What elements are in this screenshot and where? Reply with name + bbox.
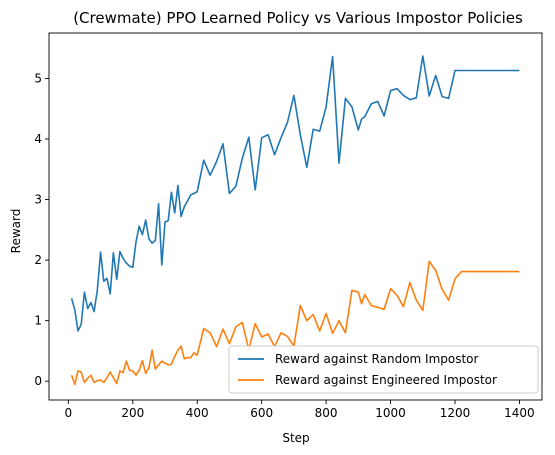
legend-label: Reward against Random Impostor <box>275 352 479 366</box>
x-tick-label: 1200 <box>440 406 471 420</box>
axes-frame <box>48 32 543 401</box>
x-tick-label: 0 <box>65 406 73 420</box>
x-tick-label: 1400 <box>504 406 535 420</box>
x-tick-label: 800 <box>315 406 338 420</box>
plot-area: 0 200 400 600 800 1000 1200 1400 0 1 2 3 4 5 <box>34 32 543 420</box>
legend: Reward against Random Impostor Reward aga… <box>228 345 539 394</box>
series-line-2 <box>70 260 520 386</box>
x-tick-label: 200 <box>121 406 144 420</box>
y-tick-label: 2 <box>34 253 42 267</box>
x-axis-label: Step <box>282 431 309 445</box>
legend-box <box>228 345 539 394</box>
x-tick-label: 1000 <box>375 406 406 420</box>
x-tick-label: 400 <box>186 406 209 420</box>
y-tick-label: 3 <box>34 193 42 207</box>
y-tick-label: 1 <box>34 314 42 328</box>
chart-title: (Crewmate) PPO Learned Policy vs Various… <box>73 9 523 27</box>
y-tick-label: 4 <box>34 132 42 146</box>
series-line-1 <box>70 55 520 332</box>
legend-label: Reward against Engineered Impostor <box>275 373 497 387</box>
y-tick-label: 0 <box>34 374 42 388</box>
y-axis-label: Reward <box>9 209 23 254</box>
y-tick-label: 5 <box>34 71 42 85</box>
x-tick-label: 600 <box>250 406 273 420</box>
